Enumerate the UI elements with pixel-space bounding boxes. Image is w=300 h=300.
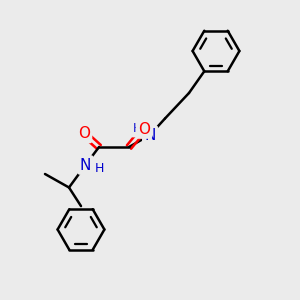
Text: N: N <box>144 128 156 142</box>
Text: H: H <box>95 161 105 175</box>
Text: H: H <box>133 122 142 136</box>
Text: N: N <box>80 158 91 172</box>
Text: O: O <box>78 126 90 141</box>
Text: O: O <box>138 122 150 136</box>
